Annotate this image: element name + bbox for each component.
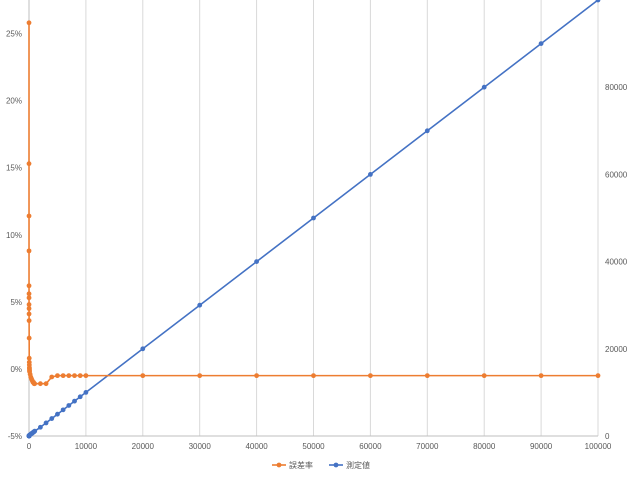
error-rate-series	[26, 20, 601, 387]
error-rate-point	[26, 302, 32, 307]
legend-error-rate-marker	[276, 462, 282, 468]
left-tick-label: 15%	[6, 164, 22, 173]
x-tick-label: 10000	[75, 442, 98, 451]
x-tick-label: 40000	[245, 442, 268, 451]
error-rate-point	[311, 373, 316, 379]
error-rate-point	[49, 374, 55, 380]
x-tick-label: 100000	[585, 442, 612, 451]
x-tick-label: 0	[27, 442, 32, 451]
measured-value-point	[37, 424, 43, 430]
left-tick-label: -5%	[8, 432, 22, 441]
error-rate-point	[55, 373, 60, 379]
legend-measured-value-marker	[333, 462, 339, 468]
measured-value-point	[424, 128, 430, 134]
measured-value-point	[311, 215, 316, 221]
error-rate-point	[424, 373, 430, 379]
measured-value-point	[481, 84, 487, 90]
error-rate-point	[37, 381, 43, 387]
measured-value-point	[43, 420, 49, 426]
x-tick-label: 60000	[359, 442, 382, 451]
error-rate-point	[26, 291, 32, 297]
error-rate-point	[26, 306, 32, 311]
error-rate-point	[77, 373, 83, 379]
axes: 0 10000 20000 30000 40000 50000 60000 70000 8000…	[6, 0, 628, 451]
error-rate-point	[26, 311, 32, 317]
left-tick-label: 5%	[10, 298, 22, 307]
error-rate-point	[26, 161, 32, 167]
x-tick-label: 70000	[416, 442, 439, 451]
error-rate-point	[72, 373, 77, 379]
legend-error-rate-label: 誤差率	[289, 460, 313, 470]
measured-value-point	[32, 428, 38, 434]
x-tick-label: 90000	[530, 442, 553, 451]
x-tick-label: 20000	[132, 442, 155, 451]
measured-value-point	[66, 403, 72, 408]
error-rate-point	[26, 283, 32, 289]
error-rate-point	[66, 373, 72, 379]
error-rate-point	[43, 381, 49, 387]
error-rate-point	[26, 20, 32, 26]
legend: 誤差率 測定値	[272, 460, 370, 470]
measured-value-point	[538, 41, 544, 46]
measured-value-point	[83, 390, 89, 395]
left-tick-label: 25%	[6, 30, 22, 39]
measured-value-point	[77, 394, 83, 400]
right-tick-label: 20000	[605, 345, 628, 354]
error-rate-point	[26, 295, 32, 301]
error-rate-point	[26, 248, 32, 254]
gridlines	[85, 0, 599, 436]
error-rate-point	[26, 335, 32, 341]
error-rate-point	[26, 213, 32, 219]
x-tick-label: 30000	[189, 442, 212, 451]
error-rate-point	[140, 373, 146, 379]
x-tick-label: 80000	[473, 442, 496, 451]
right-tick-label: 80000	[605, 83, 628, 92]
right-tick-label: 60000	[605, 170, 628, 179]
measured-value-point	[49, 416, 55, 421]
x-tick-label: 50000	[302, 442, 325, 451]
left-tick-label: 0%	[10, 365, 22, 374]
measured-value-point	[368, 172, 373, 177]
measured-value-point	[254, 259, 259, 264]
error-rate-point	[60, 373, 66, 379]
error-rate-point	[368, 373, 373, 379]
error-rate-point	[595, 373, 601, 379]
error-rate-point	[197, 373, 203, 379]
measured-value-point	[55, 411, 60, 417]
error-rate-point	[26, 355, 32, 361]
error-rate-point	[254, 373, 259, 379]
measured-value-point	[72, 398, 77, 404]
measured-value-point	[60, 407, 66, 413]
left-tick-label: 20%	[6, 97, 22, 106]
error-rate-point	[538, 373, 544, 379]
right-tick-label: 40000	[605, 258, 628, 267]
error-rate-point	[481, 373, 487, 379]
error-rate-point	[83, 373, 89, 379]
measured-value-series	[26, 0, 601, 439]
measured-value-point	[595, 0, 601, 3]
measured-value-point	[197, 302, 203, 308]
error-rate-point	[26, 318, 32, 324]
legend-measured-value-label: 測定値	[346, 460, 370, 470]
measured-value-point	[140, 346, 146, 352]
left-tick-label: 10%	[6, 231, 22, 240]
error-rate-point	[32, 381, 38, 387]
series-layer	[26, 0, 601, 439]
right-tick-label: 0	[605, 432, 610, 441]
